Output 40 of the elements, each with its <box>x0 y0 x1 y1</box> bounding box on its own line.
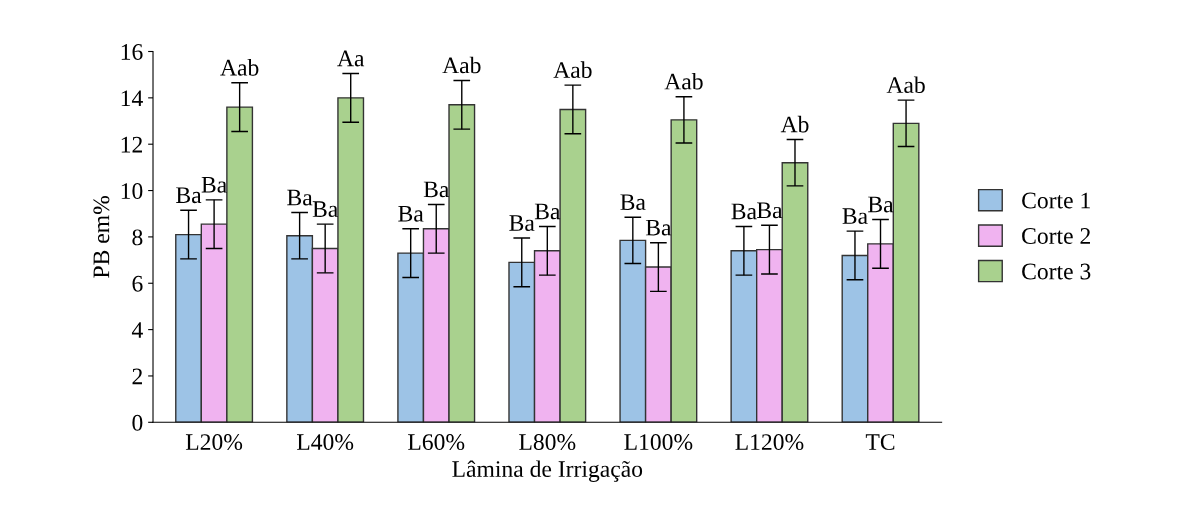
y-tick-label: 14 <box>121 90 143 107</box>
x-tick-label: L60% <box>408 434 465 451</box>
data-label: Aab <box>886 76 925 94</box>
y-tick-label: 4 <box>131 322 143 338</box>
data-label: Ba <box>868 196 894 213</box>
legend-label: Corte 1 <box>1022 192 1090 209</box>
x-tick-label: L40% <box>297 434 354 451</box>
data-label: Ab <box>780 115 809 133</box>
y-tick-label: 2 <box>132 368 142 385</box>
y-tick-label: 6 <box>132 275 143 292</box>
y-tick-label: 10 <box>121 183 143 199</box>
legend-label: Corte 2 <box>1022 228 1090 244</box>
x-tick-label: L80% <box>519 434 576 451</box>
x-tick-label: L100% <box>624 434 693 451</box>
data-label: Ba <box>620 194 646 211</box>
data-label: Ba <box>842 208 868 224</box>
y-tick-label: 16 <box>121 44 143 60</box>
y-tick-label: 12 <box>121 136 142 153</box>
data-label: Aab <box>553 61 592 78</box>
data-label: Ba <box>757 202 783 219</box>
y-tick-label: 8 <box>132 229 143 246</box>
x-axis-title: Lâmina de Irrigação <box>452 460 643 482</box>
data-label: Ba <box>731 203 757 220</box>
data-label: Ba <box>423 181 450 198</box>
x-tick-label: L120% <box>735 434 804 451</box>
data-label: Ba <box>645 219 672 236</box>
data-label: Ba <box>398 205 424 222</box>
x-tick-label: TC <box>865 434 895 451</box>
data-label: Ba <box>534 203 561 220</box>
data-label: Aab <box>220 59 259 76</box>
data-label: Aa <box>337 50 365 67</box>
y-tick-label: 0 <box>132 414 143 431</box>
data-label: Aab <box>442 56 481 74</box>
legend-label: Corte 3 <box>1022 263 1091 280</box>
x-tick-label: L20% <box>185 434 243 451</box>
y-axis-title: PB em% <box>93 196 110 278</box>
data-label: Ba <box>509 215 535 231</box>
data-label: Aab <box>664 72 703 90</box>
data-label: Ba <box>176 187 202 204</box>
data-label: Ba <box>287 189 313 206</box>
